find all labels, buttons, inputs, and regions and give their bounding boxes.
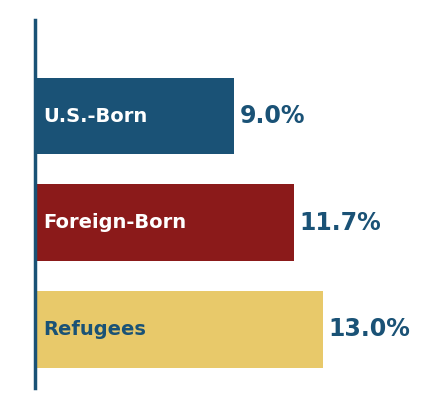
Text: Foreign-Born: Foreign-Born: [43, 213, 187, 232]
Text: Refugees: Refugees: [43, 320, 146, 339]
Bar: [35, 184, 294, 261]
Text: U.S.-Born: U.S.-Born: [43, 106, 148, 126]
Text: 13.0%: 13.0%: [329, 317, 411, 341]
Bar: [35, 78, 234, 154]
Bar: [35, 291, 323, 368]
Text: 11.7%: 11.7%: [300, 211, 381, 235]
Text: 9.0%: 9.0%: [240, 104, 306, 128]
